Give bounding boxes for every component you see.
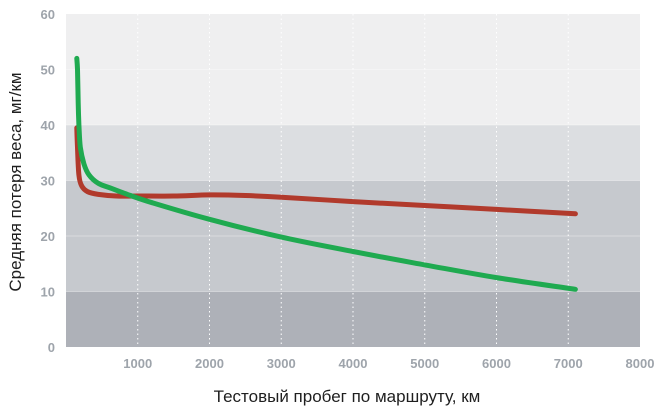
y-tick-labels: 0 10 20 30 40 50 60 (41, 7, 55, 355)
y-axis-title: Средняя потеря веса, мг/км (6, 72, 25, 291)
x-axis-title: Тестовый пробег по маршруту, км (214, 387, 481, 406)
vertical-gridlines (137, 14, 569, 347)
x-tick-label: 6000 (482, 356, 511, 371)
y-tick-label: 10 (41, 285, 55, 300)
y-tick-label: 40 (41, 118, 55, 133)
y-tick-label: 30 (41, 174, 55, 189)
x-tick-labels: 1000 2000 3000 4000 5000 6000 7000 8000 (123, 356, 654, 371)
x-tick-label: 7000 (554, 356, 583, 371)
y-tick-label: 0 (48, 340, 55, 355)
x-tick-label: 8000 (626, 356, 655, 371)
x-tick-label: 1000 (123, 356, 152, 371)
background-band-0 (66, 291, 640, 347)
x-tick-label: 5000 (410, 356, 439, 371)
background-band-2 (66, 125, 640, 181)
y-tick-label: 60 (41, 7, 55, 22)
y-tick-label: 50 (41, 63, 55, 78)
x-tick-label: 2000 (195, 356, 224, 371)
x-tick-label: 3000 (267, 356, 296, 371)
series-line-1 (74, 55, 578, 292)
y-tick-label: 20 (41, 229, 55, 244)
x-tick-label: 4000 (339, 356, 368, 371)
series-lines (74, 55, 578, 292)
series-line-0 (74, 125, 578, 217)
